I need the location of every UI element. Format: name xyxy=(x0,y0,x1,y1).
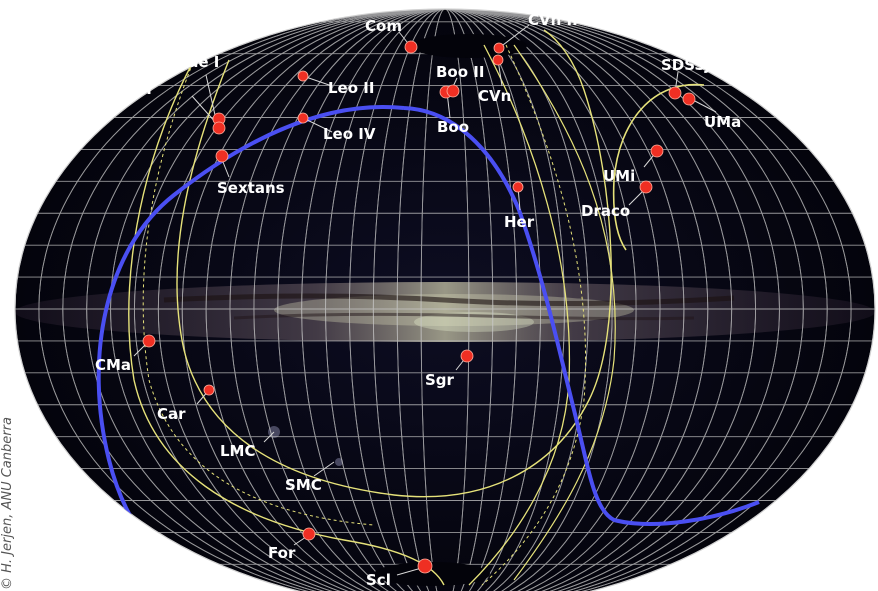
marker-umi xyxy=(650,144,664,158)
label-sextans: Sextans xyxy=(217,179,285,197)
label-uma: UMa xyxy=(704,113,741,131)
label-lmc: LMC xyxy=(220,442,256,460)
label-umi: UMi xyxy=(603,167,635,185)
label-leo-iv: Leo IV xyxy=(323,125,376,143)
label-sgr: Sgr xyxy=(425,371,455,389)
sky-border xyxy=(14,8,876,591)
marker-uma xyxy=(682,92,696,106)
marker-cvn xyxy=(492,54,504,66)
marker-for xyxy=(302,527,316,541)
galaxy-labels: Com CVn II Segue I Leo I Leo II Boo II C… xyxy=(95,11,807,589)
south-cap xyxy=(374,562,490,586)
label-segue-i: Segue I xyxy=(156,53,219,71)
marker-sdss xyxy=(668,86,682,100)
photo-credit: © H. Jerjen, ANU Canberra xyxy=(0,120,14,591)
marker-com xyxy=(404,40,418,54)
label-boo-ii: Boo II xyxy=(436,63,484,81)
marker-leo-ii xyxy=(297,70,309,82)
label-smc: SMC xyxy=(285,476,322,494)
marker-sgr xyxy=(460,349,474,363)
north-cap xyxy=(411,34,527,58)
label-her: Her xyxy=(504,213,535,231)
label-cvn-ii: CVn II xyxy=(528,11,578,29)
marker-car xyxy=(203,384,215,396)
label-cma: CMa xyxy=(95,356,131,374)
label-car: Car xyxy=(157,405,186,423)
label-boo: Boo xyxy=(437,118,469,136)
marker-scl xyxy=(417,558,433,574)
marker-leo-i xyxy=(212,121,226,135)
label-leo-i: Leo I xyxy=(111,80,152,98)
sky-map: Com CVn II Segue I Leo I Leo II Boo II C… xyxy=(14,8,876,591)
marker-leo-iv xyxy=(297,112,309,124)
marker-cma xyxy=(142,334,156,348)
marker-sextans xyxy=(215,149,229,163)
marker-cvn-ii xyxy=(493,42,505,54)
marker-draco xyxy=(639,180,653,194)
marker-boo-ii xyxy=(446,84,460,98)
smc-cloud xyxy=(335,458,343,466)
credit-text: © H. Jerjen, ANU Canberra xyxy=(0,417,14,590)
label-scl: Scl xyxy=(366,571,391,589)
label-for: For xyxy=(268,544,296,562)
label-draco: Draco xyxy=(581,202,630,220)
galaxy-markers xyxy=(142,40,696,574)
label-sdss: SDSSJ1049+5103 xyxy=(661,56,807,74)
label-cvn: CVn xyxy=(478,87,511,105)
marker-her xyxy=(512,181,524,193)
label-com: Com xyxy=(365,17,402,35)
label-leo-ii: Leo II xyxy=(328,79,374,97)
yellow-orbit-tracks xyxy=(128,29,705,586)
